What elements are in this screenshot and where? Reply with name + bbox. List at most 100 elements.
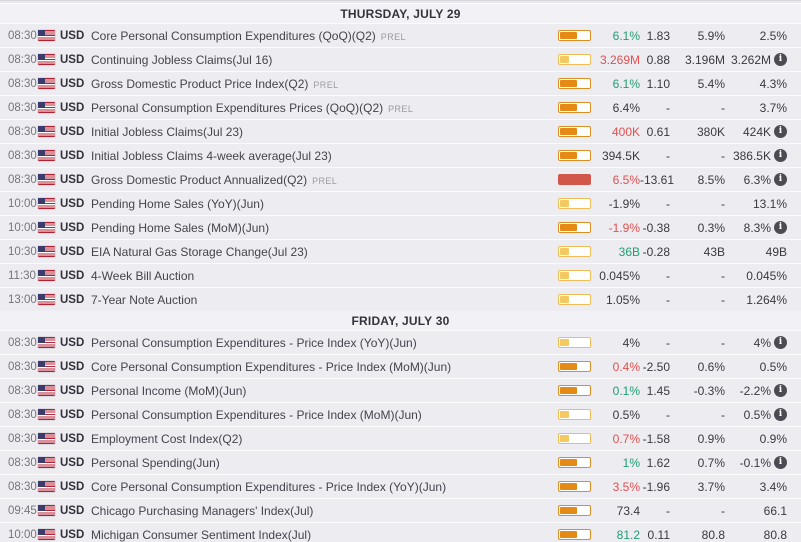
previous-row-edge — [0, 0, 801, 3]
actual-value: 400K — [611, 124, 640, 139]
event-name[interactable]: Pending Home Sales (MoM)(Jun) — [91, 221, 558, 235]
event-row[interactable]: 08:30 USD Core Personal Consumption Expe… — [0, 24, 801, 47]
volatility-indicator-icon — [558, 30, 591, 41]
event-row[interactable]: 08:30 USD Gross Domestic Product Annuali… — [0, 168, 801, 191]
info-icon[interactable]: i — [774, 456, 787, 469]
info-icon[interactable]: i — [774, 173, 787, 186]
info-icon[interactable]: i — [774, 336, 787, 349]
event-name[interactable]: Continuing Jobless Claims(Jul 16) — [91, 53, 558, 67]
us-flag-icon — [38, 222, 55, 233]
currency-label: USD — [60, 360, 85, 373]
event-name[interactable]: Employment Cost Index(Q2) — [91, 432, 558, 446]
event-row[interactable]: 08:30 USD Personal Consumption Expenditu… — [0, 403, 801, 426]
event-name[interactable]: EIA Natural Gas Storage Change(Jul 23) — [91, 245, 558, 259]
event-row[interactable]: 10:30 USD EIA Natural Gas Storage Change… — [0, 240, 801, 263]
event-name[interactable]: Personal Consumption Expenditures Prices… — [91, 101, 558, 115]
flag-canton — [38, 150, 45, 156]
event-row[interactable]: 08:30 USD Continuing Jobless Claims(Jul … — [0, 48, 801, 71]
deviation-value: -1.96 — [642, 479, 670, 494]
currency-label: USD — [60, 408, 85, 421]
event-row[interactable]: 09:45 USD Chicago Purchasing Managers' I… — [0, 499, 801, 522]
consensus-value: 0.7% — [697, 455, 725, 470]
event-row[interactable]: 08:30 USD Gross Domestic Product Price I… — [0, 72, 801, 95]
actual-value: 1.05% — [605, 292, 640, 307]
previous-value: -2.2% — [739, 383, 771, 398]
event-row[interactable]: 08:30 USD Employment Cost Index(Q2) 0.7%… — [0, 427, 801, 450]
volatility-indicator-icon — [558, 457, 591, 468]
consensus-value: - — [721, 503, 725, 518]
event-name[interactable]: Chicago Purchasing Managers' Index(Jul) — [91, 504, 558, 518]
event-name-text: Continuing Jobless Claims(Jul 16) — [91, 52, 273, 67]
event-row[interactable]: 10:00 USD Pending Home Sales (MoM)(Jun) … — [0, 216, 801, 239]
volatility-indicator-icon — [558, 481, 591, 492]
flag-canton — [38, 409, 45, 415]
info-icon[interactable]: i — [774, 149, 787, 162]
info-icon[interactable]: i — [774, 125, 787, 138]
us-flag-icon — [38, 150, 55, 161]
event-name[interactable]: Initial Jobless Claims 4-week average(Ju… — [91, 149, 558, 163]
us-flag-icon — [38, 529, 55, 540]
currency-label: USD — [60, 384, 85, 397]
event-time: 08:30 — [8, 101, 37, 114]
event-name[interactable]: Initial Jobless Claims(Jul 23) — [91, 125, 558, 139]
volatility-fill — [560, 339, 569, 346]
consensus-value: -0.3% — [693, 383, 725, 398]
previous-value: 13.1% — [752, 196, 787, 211]
info-icon[interactable]: i — [774, 384, 787, 397]
event-name-text: Gross Domestic Product Annualized(Q2) — [91, 172, 308, 187]
event-name[interactable]: Michigan Consumer Sentiment Index(Jul) — [91, 528, 558, 542]
event-name-text: Personal Consumption Expenditures - Pric… — [91, 335, 417, 350]
event-name[interactable]: Core Personal Consumption Expenditures (… — [91, 29, 558, 43]
event-name[interactable]: Pending Home Sales (YoY)(Jun) — [91, 197, 558, 211]
event-row[interactable]: 08:30 USD Personal Spending(Jun) 1% 1.62… — [0, 451, 801, 474]
info-icon[interactable]: i — [774, 408, 787, 421]
event-name[interactable]: Gross Domestic Product Price Index(Q2) PR… — [91, 77, 558, 91]
event-name[interactable]: Personal Consumption Expenditures - Pric… — [91, 336, 558, 350]
consensus-value: 3.7% — [697, 479, 725, 494]
event-name[interactable]: Personal Consumption Expenditures - Pric… — [91, 408, 558, 422]
previous-value: 0.5% — [759, 359, 787, 374]
calendar-days: THURSDAY, JULY 29 08:30 USD Core Persona… — [0, 4, 801, 542]
event-row[interactable]: 13:00 USD 7-Year Note Auction 1.05% - - … — [0, 288, 801, 311]
event-row[interactable]: 08:30 USD Initial Jobless Claims 4-week … — [0, 144, 801, 167]
previous-cell: 4% i — [725, 336, 787, 350]
actual-value: 73.4 — [616, 503, 640, 518]
consensus-value: - — [721, 268, 725, 283]
event-name[interactable]: Core Personal Consumption Expenditures -… — [91, 360, 558, 374]
event-row[interactable]: 10:00 USD Pending Home Sales (YoY)(Jun) … — [0, 192, 801, 215]
event-name[interactable]: Personal Income (MoM)(Jun) — [91, 384, 558, 398]
info-icon[interactable]: i — [774, 221, 787, 234]
deviation-value: -1.58 — [642, 431, 670, 446]
deviation-value: 1.10 — [646, 76, 670, 91]
event-name[interactable]: Personal Spending(Jun) — [91, 456, 558, 470]
consensus-value: - — [721, 292, 725, 307]
event-row[interactable]: 08:30 USD Personal Consumption Expenditu… — [0, 96, 801, 119]
volatility-indicator-icon — [558, 361, 591, 372]
flag-canton — [38, 385, 45, 391]
volatility-indicator-icon — [558, 270, 591, 281]
event-row[interactable]: 08:30 USD Core Personal Consumption Expe… — [0, 475, 801, 498]
event-name-text: 7-Year Note Auction — [91, 292, 198, 307]
event-row[interactable]: 11:30 USD 4-Week Bill Auction 0.045% - -… — [0, 264, 801, 287]
event-name[interactable]: 7-Year Note Auction — [91, 293, 558, 307]
event-row[interactable]: 10:00 USD Michigan Consumer Sentiment In… — [0, 523, 801, 542]
flag-canton — [38, 222, 45, 228]
event-name[interactable]: 4-Week Bill Auction — [91, 269, 558, 283]
flag-canton — [38, 433, 45, 439]
previous-value: 3.4% — [759, 479, 787, 494]
info-icon[interactable]: i — [774, 53, 787, 66]
event-row[interactable]: 08:30 USD Personal Consumption Expenditu… — [0, 331, 801, 354]
event-name-text: Initial Jobless Claims 4-week average(Ju… — [91, 148, 332, 163]
event-name[interactable]: Gross Domestic Product Annualized(Q2) PRE… — [91, 173, 558, 187]
deviation-value: - — [666, 196, 670, 211]
event-row[interactable]: 08:30 USD Personal Income (MoM)(Jun) 0.1… — [0, 379, 801, 402]
event-name[interactable]: Core Personal Consumption Expenditures -… — [91, 480, 558, 494]
previous-cell: 49B — [725, 245, 787, 259]
volatility-fill — [560, 296, 569, 303]
event-row[interactable]: 08:30 USD Core Personal Consumption Expe… — [0, 355, 801, 378]
volatility-fill — [560, 248, 569, 255]
consensus-value: 0.3% — [697, 220, 725, 235]
event-row[interactable]: 08:30 USD Initial Jobless Claims(Jul 23)… — [0, 120, 801, 143]
flag-canton — [38, 198, 45, 204]
deviation-value: - — [666, 407, 670, 422]
